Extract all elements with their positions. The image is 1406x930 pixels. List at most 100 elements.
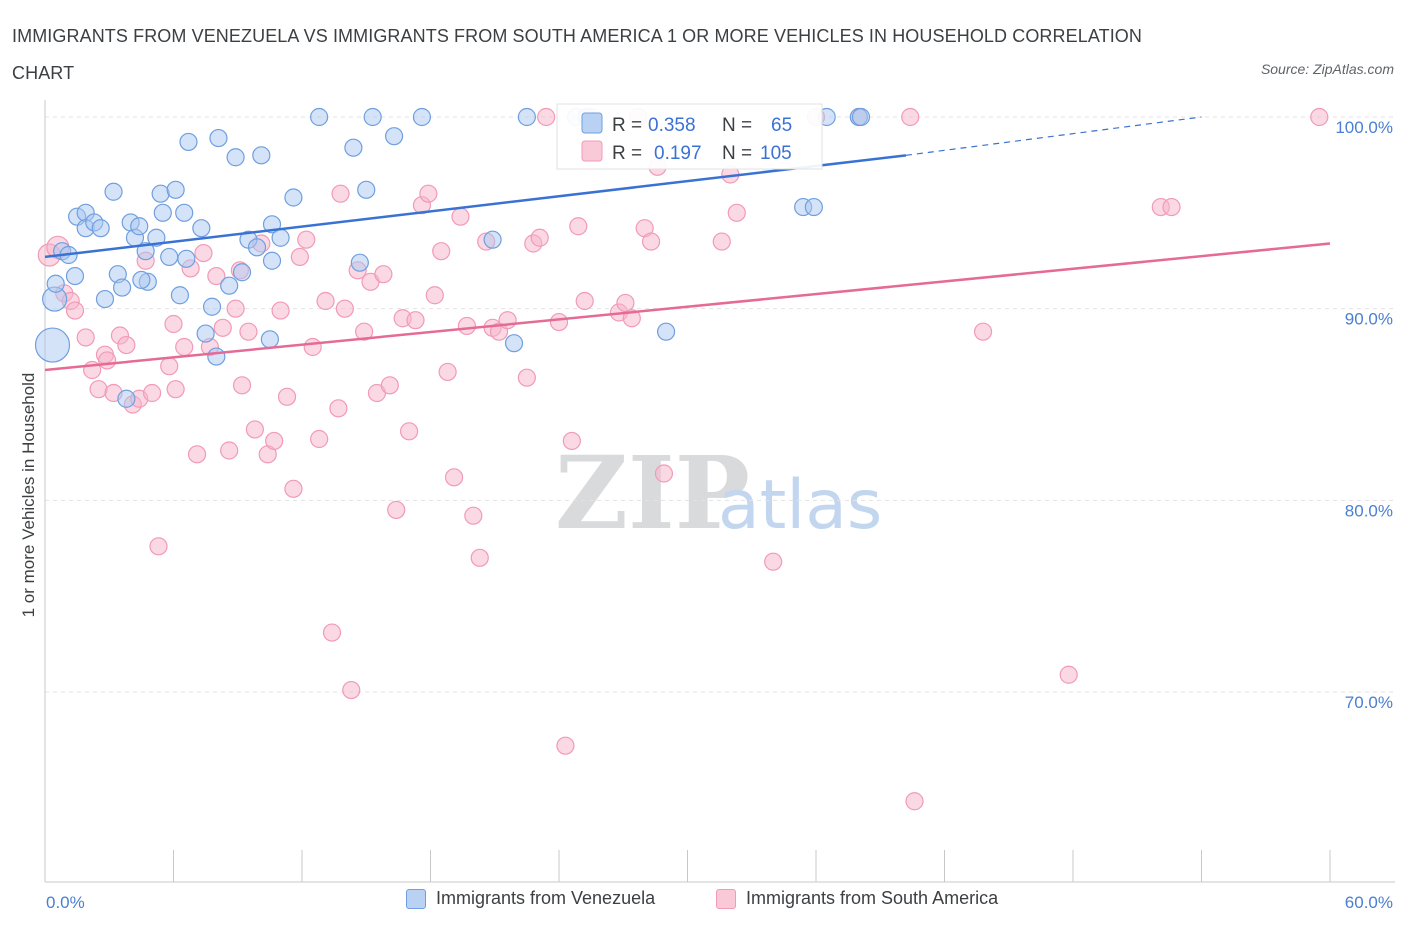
point-south-america-95 — [973, 322, 993, 341]
point-south-america-77 — [575, 291, 594, 311]
point-venezuela-5 — [65, 266, 85, 286]
point-south-america-98 — [1162, 197, 1181, 217]
stats-r-label-venezuela: R = — [612, 115, 642, 136]
trend-line-venezuela — [44, 154, 907, 259]
point-venezuela-12 — [104, 182, 123, 201]
point-south-america-50 — [374, 265, 393, 284]
point-south-america-86 — [654, 464, 674, 483]
point-venezuela-21 — [147, 228, 166, 247]
point-venezuela-53 — [517, 107, 536, 127]
point-south-america-11 — [117, 335, 136, 355]
point-south-america-17 — [160, 357, 179, 376]
point-south-america-104 — [164, 314, 183, 334]
point-south-america-60 — [438, 362, 457, 382]
point-south-america-54 — [399, 422, 419, 441]
point-venezuela-39 — [252, 146, 271, 165]
point-south-america-24 — [207, 266, 226, 286]
point-south-america-59 — [432, 242, 451, 261]
point-venezuela-11 — [95, 289, 115, 309]
point-venezuela-2 — [46, 274, 65, 293]
point-venezuela-29 — [192, 219, 211, 238]
point-south-america-15 — [142, 383, 162, 403]
point-south-america-5 — [76, 328, 95, 347]
point-south-america-63 — [457, 316, 477, 336]
stats-n-label-venezuela: N = — [722, 115, 752, 136]
point-venezuela-51 — [483, 230, 502, 249]
legend: Immigrants from Venezuela Immigrants fro… — [0, 888, 1406, 918]
axes — [44, 100, 1395, 883]
point-venezuela-15 — [117, 389, 136, 408]
stats-r-label-south-america: R = — [612, 143, 642, 164]
y-tick-label-2: 90.0% — [1345, 310, 1393, 329]
point-south-america-101 — [331, 184, 350, 203]
legend-swatch-venezuela — [406, 888, 426, 909]
point-south-america-25 — [213, 318, 232, 337]
grid — [45, 116, 1395, 693]
trend-lines — [44, 116, 1331, 372]
y-tick-label-0: 70.0% — [1345, 693, 1393, 712]
watermark-zip: ZIP — [555, 434, 750, 552]
point-venezuela-28 — [179, 132, 198, 152]
point-venezuela-61 — [851, 107, 871, 127]
point-south-america-62 — [451, 207, 470, 226]
point-venezuela-36 — [232, 263, 252, 282]
watermark-atlas: atlas — [718, 466, 882, 545]
y-axis-label: 1 or more Vehicles in Household — [19, 373, 38, 618]
point-south-america-93 — [901, 107, 920, 127]
legend-label-south-america: Immigrants from South America — [746, 888, 999, 908]
point-south-america-61 — [444, 468, 464, 487]
point-south-america-84 — [641, 232, 661, 251]
point-venezuela-32 — [207, 347, 226, 366]
point-south-america-47 — [355, 322, 374, 341]
point-south-america-69 — [517, 368, 536, 387]
point-south-america-76 — [569, 217, 588, 236]
point-south-america-36 — [284, 479, 303, 498]
chart-title: IMMIGRANTS FROM VENEZUELA VS IMMIGRANTS … — [12, 26, 1143, 83]
point-south-america-55 — [406, 311, 425, 330]
point-south-america-41 — [316, 291, 335, 311]
point-venezuela-48 — [363, 107, 382, 127]
point-venezuela-0 — [34, 327, 71, 363]
point-south-america-64 — [464, 506, 483, 525]
point-venezuela-18 — [130, 217, 149, 236]
point-south-america-19 — [175, 337, 194, 357]
point-venezuela-58 — [804, 197, 823, 217]
point-south-america-37 — [290, 247, 309, 267]
point-south-america-80 — [616, 293, 635, 313]
x-tick-labels: 0.0% 60.0% — [46, 893, 1393, 912]
point-south-america-45 — [342, 680, 361, 700]
point-south-america-35 — [277, 387, 297, 406]
point-venezuela-23 — [153, 203, 172, 222]
point-venezuela-31 — [202, 297, 222, 316]
point-venezuela-42 — [271, 228, 290, 247]
point-south-america-57 — [419, 184, 438, 203]
point-south-america-96 — [1059, 665, 1078, 684]
point-south-america-27 — [226, 299, 245, 318]
x-tick-label-max: 60.0% — [1345, 893, 1393, 912]
point-venezuela-45 — [344, 138, 363, 157]
stats-box: R = 0.358 N = 65 R = 0.197 N = 105 — [556, 103, 823, 170]
y-tick-label-3: 100.0% — [1335, 118, 1393, 137]
point-south-america-94 — [905, 792, 924, 811]
legend-item-south-america: Immigrants from South America — [716, 888, 998, 909]
y-tick-label-1: 80.0% — [1345, 501, 1393, 520]
point-south-america-38 — [297, 230, 316, 249]
point-south-america-7 — [89, 380, 108, 399]
point-south-america-39 — [303, 337, 322, 357]
point-south-america-100 — [98, 351, 117, 370]
point-south-america-51 — [380, 376, 399, 395]
stats-swatch-venezuela — [581, 112, 603, 134]
point-south-america-58 — [425, 286, 444, 305]
point-south-america-90 — [764, 552, 783, 571]
point-venezuela-38 — [247, 238, 267, 257]
point-venezuela-62 — [132, 270, 151, 290]
point-venezuela-24 — [160, 247, 179, 267]
point-venezuela-46 — [350, 253, 369, 272]
point-south-america-42 — [322, 623, 342, 642]
point-venezuela-19 — [136, 242, 155, 261]
point-venezuela-64 — [262, 251, 282, 270]
point-south-america-40 — [310, 429, 329, 449]
point-venezuela-10 — [91, 219, 110, 238]
legend-swatch-south-america — [716, 888, 736, 909]
point-venezuela-40 — [260, 330, 279, 349]
